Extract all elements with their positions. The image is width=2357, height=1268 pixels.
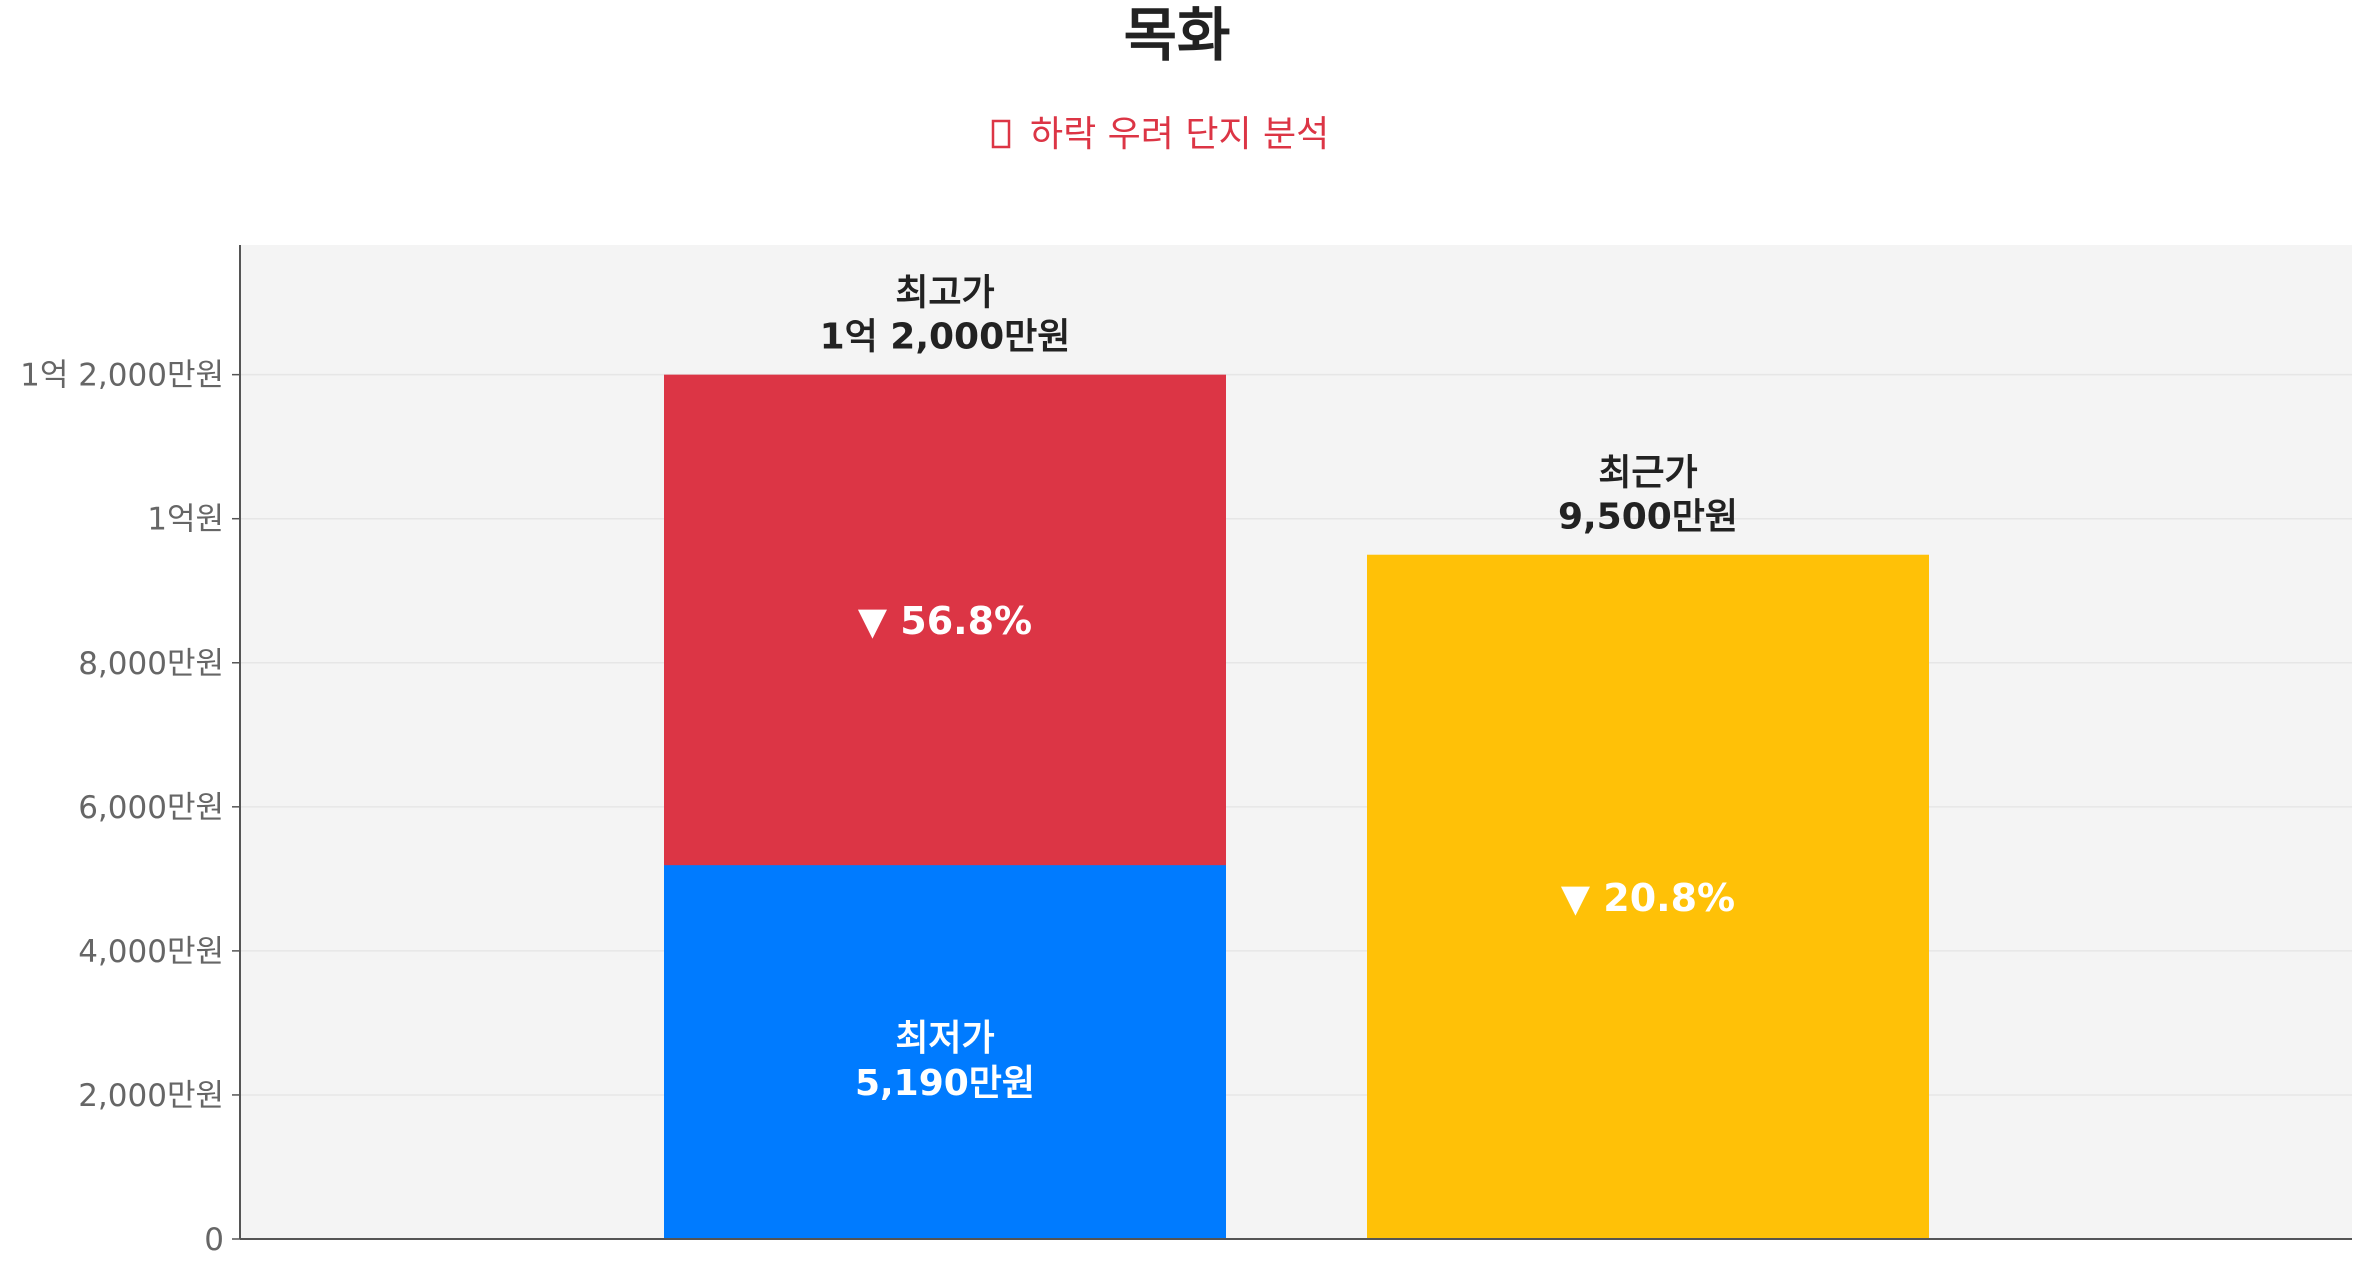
y-tick-label: 4,000만원: [78, 934, 224, 970]
y-tick-label: 1억원: [147, 502, 224, 538]
bar-최근가: [1367, 554, 1929, 1239]
chart-subtitle-text: 하락 우려 단지 분석: [1030, 114, 1329, 155]
warning-icon: [991, 119, 1011, 149]
bar-최저가: [664, 865, 1226, 1239]
bar-name-label: 최고가: [895, 273, 994, 314]
y-tick-label: 8,000만원: [78, 646, 224, 682]
bar-name-label: 최근가: [1598, 453, 1697, 494]
chart-subtitle: 하락 우려 단지 분석: [991, 114, 1329, 155]
y-tick-label: 1억 2,000만원: [20, 358, 224, 394]
stacked-value-label: 5,190만원: [855, 1063, 1035, 1104]
bar-value-label: 1억 2,000만원: [820, 317, 1071, 358]
y-tick-label: 2,000만원: [78, 1078, 224, 1114]
chart-title: 목화: [1124, 1, 1231, 69]
y-axis-ticks: 0 2,000만원 4,000만원 6,000만원 8,000만원 1억원 1억 2,000…: [20, 358, 240, 1258]
bar-change-label: ▼ 56.8%: [858, 599, 1032, 643]
grid-lines: [240, 373, 2352, 1096]
bar-value-label: 9,500만원: [1558, 497, 1738, 538]
plot-background: [240, 245, 2352, 1239]
bar-change-label: ▼ 20.8%: [1561, 876, 1735, 920]
y-tick-label: 0: [204, 1222, 224, 1258]
y-tick-label: 6,000만원: [78, 790, 224, 826]
bars: [664, 374, 1929, 1239]
stacked-name-label: 최저가: [895, 1018, 994, 1059]
